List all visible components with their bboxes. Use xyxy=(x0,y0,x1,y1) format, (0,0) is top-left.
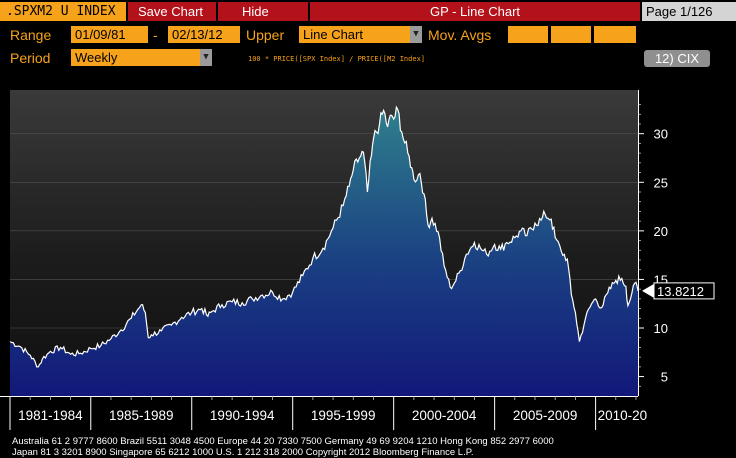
mov-avg-input-1[interactable] xyxy=(508,26,548,43)
x-tick-label: 1981-1984 xyxy=(18,408,83,423)
y-tick-label: 5 xyxy=(661,370,668,385)
y-tick-label: 10 xyxy=(654,321,668,336)
upper-dropdown-arrow-icon[interactable]: ▼ xyxy=(410,26,422,43)
period-select[interactable]: Weekly xyxy=(71,49,200,66)
mov-avg-input-3[interactable] xyxy=(594,26,636,43)
period-dropdown-arrow-icon[interactable]: ▼ xyxy=(200,49,212,66)
last-value-label: 13.8212 xyxy=(657,284,704,299)
x-tick-label: 1990-1994 xyxy=(210,408,275,423)
range-end-input[interactable]: 02/13/12 xyxy=(168,26,240,43)
footer-contacts-line-1: Australia 61 2 9777 8600 Brazil 5511 304… xyxy=(12,436,554,447)
hide-button[interactable]: Hide xyxy=(218,2,308,21)
last-value-arrow-icon xyxy=(642,283,654,298)
period-label: Period xyxy=(10,50,51,66)
mov-avg-input-2[interactable] xyxy=(551,26,591,43)
series-line xyxy=(9,105,639,368)
last-value-box xyxy=(653,282,715,300)
last-value-marker: 13.8212 xyxy=(642,282,715,300)
x-tick-label: 1995-1999 xyxy=(311,408,376,423)
x-tick-label: 2010-20 xyxy=(598,408,648,423)
y-tick-label: 20 xyxy=(654,224,668,239)
y-tick-label: 25 xyxy=(654,175,668,190)
formula-text: 100 * PRICE([SPX Index] / PRICE([M2 Inde… xyxy=(248,55,426,63)
function-title: GP - Line Chart xyxy=(310,2,640,21)
upper-label: Upper xyxy=(246,27,285,43)
mov-avgs-label: Mov. Avgs xyxy=(428,27,492,43)
footer-contacts-line-2: Japan 81 3 3201 8900 Singapore 65 6212 1… xyxy=(12,447,474,458)
x-tick-label: 1985-1989 xyxy=(109,408,174,423)
save-chart-button[interactable]: Save Chart xyxy=(128,2,216,21)
page-indicator: Page 1/126 xyxy=(642,2,736,21)
x-axis-band xyxy=(0,396,736,432)
x-axis: 1981-1984 1985-1989 1990-1994 1995-1999 2000… xyxy=(0,396,736,432)
y-tick-label: 30 xyxy=(654,127,668,142)
range-dash: - xyxy=(153,27,158,43)
cix-button[interactable]: 12) CIX xyxy=(644,50,710,67)
series-area-fill xyxy=(10,107,638,396)
range-start-input[interactable]: 01/09/81 xyxy=(71,26,148,43)
ticker-field[interactable]: .SPXM2 U INDEX xyxy=(0,2,126,21)
upper-chart-type-select[interactable]: Line Chart xyxy=(299,26,410,43)
x-tick-label: 2005-2009 xyxy=(513,408,578,423)
range-label: Range xyxy=(10,27,52,43)
x-tick-label: 2000-2004 xyxy=(412,408,477,423)
